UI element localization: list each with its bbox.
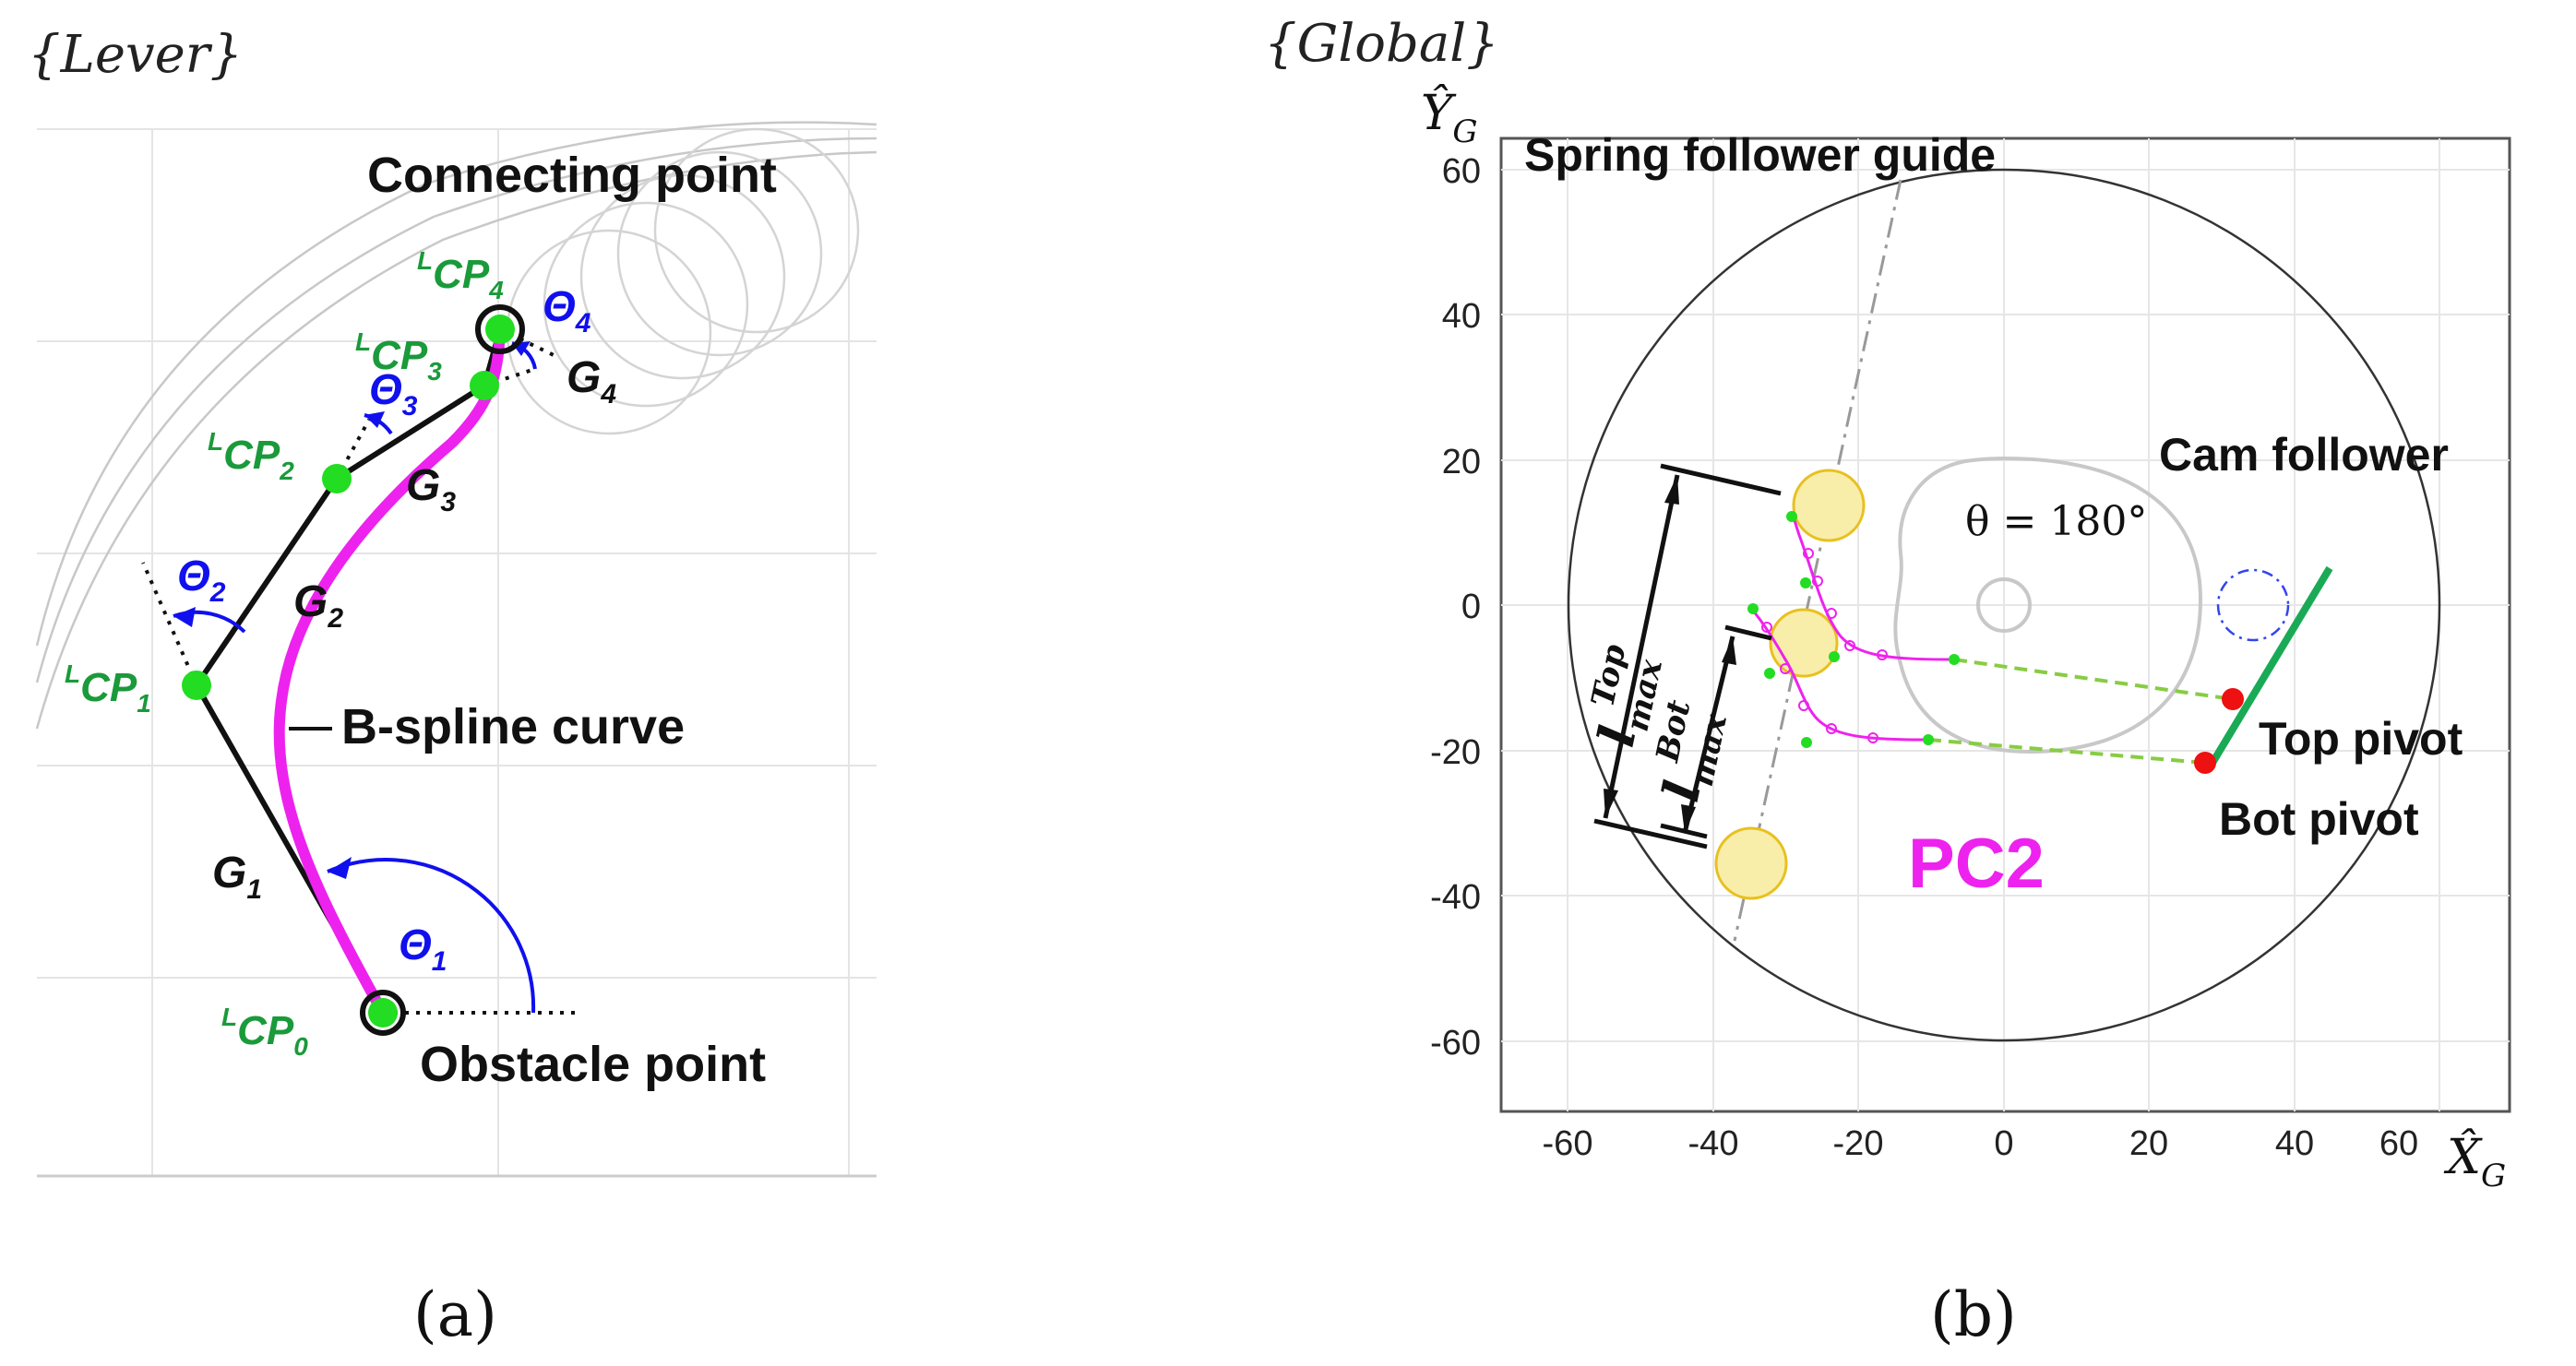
x-axis-label: X̂G xyxy=(2443,1129,2506,1194)
l-top-dimension xyxy=(1603,474,1680,819)
theta3-arrowhead xyxy=(364,411,385,428)
g1-label: G1 xyxy=(212,849,262,905)
dimension-brackets xyxy=(1593,463,1782,849)
panel-b: {Global} ŶG X̂G -60 -40 -20 xyxy=(1264,14,2511,1350)
y-tick-labels: 60 40 20 0 -20 -40 -60 xyxy=(1430,152,1481,1063)
cp3-marker xyxy=(470,371,499,400)
angle-arrowheads xyxy=(173,341,531,879)
y-axis-label: ŶG xyxy=(1421,84,1478,150)
follower-circles xyxy=(506,127,860,435)
cp3-label: LCP3 xyxy=(355,327,442,386)
x-tick: 40 xyxy=(2275,1124,2314,1163)
top-pivot-label: Top pivot xyxy=(2259,713,2463,765)
control-point-labels: LCP0 LCP1 LCP2 LCP3 LCP4 xyxy=(65,246,504,1061)
bspline-curve xyxy=(273,328,506,1016)
x-tick: 60 xyxy=(2379,1124,2418,1163)
top-path xyxy=(1791,514,1955,661)
cp2-marker xyxy=(322,464,352,493)
x-tick-labels: -60 -40 -20 0 20 40 60 xyxy=(1543,1124,2419,1163)
theta1-arrowhead xyxy=(328,857,352,879)
angle-labels: Θ1 Θ2 Θ3 Θ4 xyxy=(177,282,591,977)
cp0-label: LCP0 xyxy=(221,1003,308,1061)
theta-label: θ = 180° xyxy=(1965,498,2147,545)
spring-follower-circles xyxy=(1714,469,1866,900)
theta2-label: Θ2 xyxy=(177,552,226,608)
panel-a: {Lever} xyxy=(28,25,877,1350)
x-tick: 0 xyxy=(1994,1124,2013,1163)
cam-profile xyxy=(1893,456,2203,754)
follower-circle-mid xyxy=(1769,608,1839,678)
g2-label: G2 xyxy=(293,577,343,634)
cp2-label: LCP2 xyxy=(208,427,294,485)
follower-circle-bot xyxy=(1714,826,1788,900)
cp4-label: LCP4 xyxy=(417,246,504,304)
guide-axis-line xyxy=(1733,179,1902,942)
dashed-links xyxy=(1927,658,2234,765)
y-tick: -20 xyxy=(1430,733,1481,772)
y-tick: 20 xyxy=(1442,443,1481,481)
top-pivot-marker xyxy=(2222,688,2244,710)
plot-area xyxy=(1499,137,2511,1113)
bspline-label: B-spline curve xyxy=(341,699,685,754)
path-control-dots xyxy=(1747,511,1960,748)
cp1-label: LCP1 xyxy=(65,659,151,718)
y-tick: 60 xyxy=(1442,152,1481,191)
theta2-arrowhead xyxy=(173,607,196,627)
theta1-arc xyxy=(327,858,536,1014)
cam-follower-circle xyxy=(2216,568,2290,642)
cam-follower-label: Cam follower xyxy=(2159,429,2449,481)
theta3-label: Θ3 xyxy=(369,365,418,422)
spring-guide-circle xyxy=(1567,168,2441,1042)
caption-a: (a) xyxy=(413,1279,497,1350)
y-tick: 0 xyxy=(1461,588,1481,626)
pc-label: PC2 xyxy=(1908,825,2045,903)
theta4-label: Θ4 xyxy=(543,282,591,339)
dimension-arrowheads xyxy=(1604,475,1736,833)
g4-label: G4 xyxy=(566,353,616,410)
y-tick: -40 xyxy=(1430,878,1481,917)
connecting-point-label: Connecting point xyxy=(367,148,777,203)
lever-frame-label: {Lever} xyxy=(28,25,243,85)
g3-label: G3 xyxy=(406,461,456,517)
path-markers xyxy=(1761,548,1888,743)
cp4-marker xyxy=(485,315,515,344)
lever-grid xyxy=(37,128,877,1176)
x-tick: -40 xyxy=(1688,1124,1739,1163)
cp0-marker xyxy=(368,998,398,1027)
x-tick: -20 xyxy=(1833,1124,1884,1163)
l-bot-dimension xyxy=(1682,635,1735,834)
cp1-marker xyxy=(182,671,211,700)
caption-b: (b) xyxy=(1930,1279,2017,1350)
connecting-point-ring xyxy=(475,304,525,354)
cam-center-circle xyxy=(1976,577,2032,633)
x-tick: 20 xyxy=(2129,1124,2168,1163)
lever-line xyxy=(2209,565,2333,766)
theta1-label: Θ1 xyxy=(399,921,447,977)
x-tick: -60 xyxy=(1543,1124,1593,1163)
segment-labels: G1 G2 G3 G4 xyxy=(212,353,616,905)
obstacle-point-ring xyxy=(360,990,406,1036)
control-point-markers xyxy=(182,315,515,1027)
y-tick: -60 xyxy=(1430,1024,1481,1063)
y-tick: 40 xyxy=(1442,297,1481,336)
bot-pivot-marker xyxy=(2194,752,2216,774)
obstacle-point-label: Obstacle point xyxy=(420,1037,766,1092)
guide-arcs xyxy=(35,121,877,730)
spring-guide-label: Spring follower guide xyxy=(1524,129,1996,181)
follower-circle-top xyxy=(1792,469,1866,542)
bot-pivot-label: Bot pivot xyxy=(2219,793,2419,845)
global-frame-label: {Global} xyxy=(1264,14,1499,74)
